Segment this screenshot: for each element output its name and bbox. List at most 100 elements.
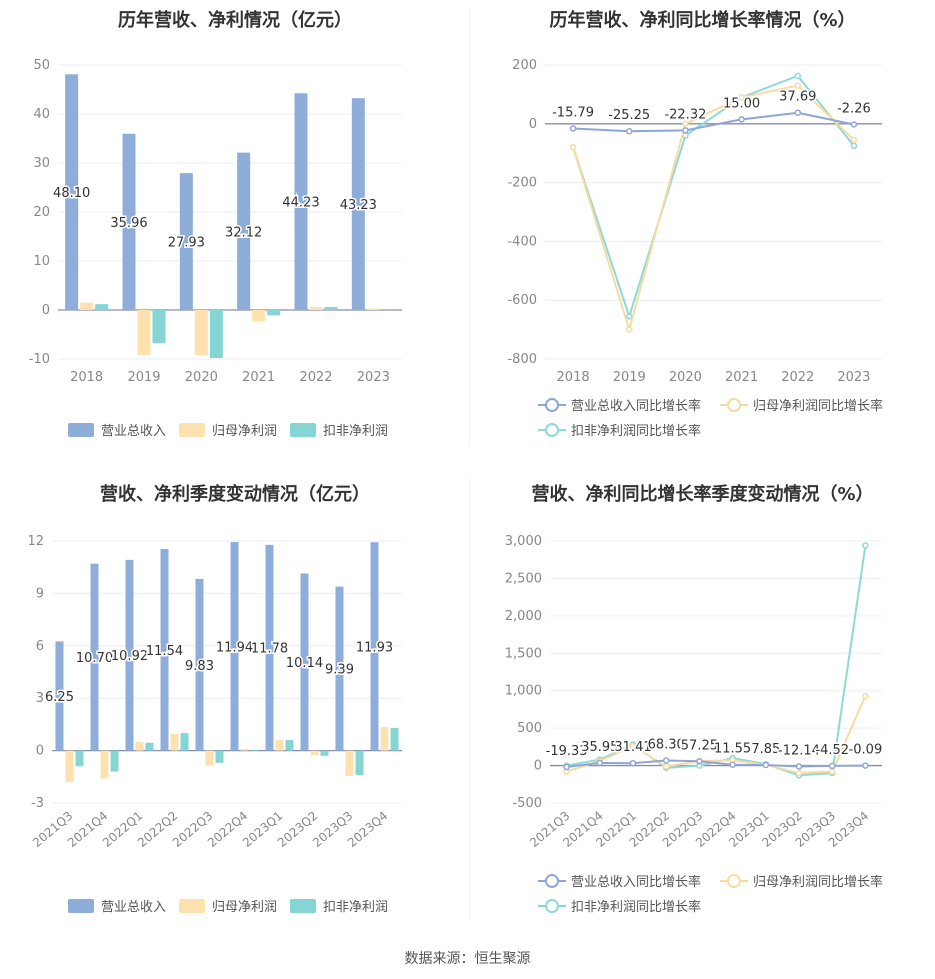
bar-net-profit xyxy=(65,750,74,783)
line-point xyxy=(850,121,858,128)
chart-title: 营收、净利同比增长率季度变动情况（%） xyxy=(531,484,874,505)
data-label: 10.92 xyxy=(111,649,148,664)
bar-deducted-profit xyxy=(381,309,395,311)
data-label: 35.96 xyxy=(110,216,147,231)
bar-revenue xyxy=(230,542,239,751)
bar-revenue xyxy=(125,559,134,751)
bar-revenue xyxy=(195,578,204,751)
data-label: -4.52 xyxy=(815,743,849,758)
data-label: -25.25 xyxy=(608,108,650,123)
line-point xyxy=(596,759,604,767)
bar-deducted-profit xyxy=(75,750,84,767)
bar-net-profit xyxy=(309,307,323,310)
bar-deducted-profit xyxy=(95,304,109,310)
y-tick-label: 20 xyxy=(33,205,50,220)
y-tick-label: -800 xyxy=(507,352,537,367)
x-tick-label: 2020 xyxy=(669,370,702,385)
bar-net-profit xyxy=(194,310,208,356)
y-tick-label: 40 xyxy=(33,107,50,122)
bar-revenue xyxy=(294,93,308,310)
data-label: 11.93 xyxy=(356,640,393,655)
bar-deducted-profit xyxy=(355,750,364,776)
data-label: 11.78 xyxy=(251,642,288,657)
legend-label: 归母净利润 xyxy=(212,424,277,439)
legend-swatch xyxy=(290,899,316,913)
data-label: 68.30 xyxy=(648,737,685,752)
legend-label: 归母净利润同比增长率 xyxy=(753,874,883,890)
legend-label: 营业总收入同比增长率 xyxy=(571,398,701,414)
y-tick-label: 3 xyxy=(36,691,44,706)
legend-swatch-marker xyxy=(545,423,559,437)
x-tick-label: 2018 xyxy=(70,370,103,385)
data-label: 11.94 xyxy=(216,640,253,655)
legend-label: 营业总收入同比增长率 xyxy=(571,874,701,890)
line-point xyxy=(828,762,836,770)
y-tick-label: 3,000 xyxy=(505,534,542,549)
y-tick-label: 10 xyxy=(33,254,50,269)
line-point xyxy=(738,94,745,101)
line-point xyxy=(862,762,869,769)
bar-net-profit xyxy=(275,740,284,751)
legend-swatch xyxy=(68,423,94,437)
y-tick-label: -400 xyxy=(507,234,537,249)
legend-swatch-marker xyxy=(727,398,741,412)
data-label: 37.69 xyxy=(779,90,816,105)
data-label: 32.12 xyxy=(225,225,262,240)
chart-panel-annual-bar: 历年营收、净利情况（亿元） -10 0 10 20 30 40 50 2018 2019 2020… xyxy=(0,0,470,460)
bar-revenue xyxy=(90,563,99,751)
chart-panel-quarterly-line: 营收、净利同比增长率季度变动情况（%） -500 0 500 1,000 1,500 2,… xyxy=(470,470,935,940)
bar-deducted-profit xyxy=(320,750,329,756)
x-tick-label: 2021 xyxy=(725,370,758,385)
line-point xyxy=(626,127,633,135)
line-point xyxy=(629,759,637,767)
line-point xyxy=(828,768,836,775)
line-point xyxy=(569,125,577,132)
data-label: 48.10 xyxy=(53,186,90,201)
x-tick-label: 2020 xyxy=(185,370,218,385)
bar-revenue xyxy=(370,542,379,751)
bar-net-profit xyxy=(345,750,354,776)
x-tick-label: 2019 xyxy=(613,370,646,385)
data-label: 10.14 xyxy=(286,656,323,671)
bar-revenue xyxy=(160,549,169,751)
data-label: 57.25 xyxy=(681,738,718,753)
line-point xyxy=(569,144,577,151)
data-label: 43.23 xyxy=(340,198,377,213)
bar-revenue xyxy=(55,641,64,751)
y-tick-label: 200 xyxy=(512,58,537,73)
bar-net-profit xyxy=(240,748,249,751)
line-point xyxy=(738,116,745,123)
bar-revenue xyxy=(65,74,79,310)
line-net-profit-growth xyxy=(572,84,855,334)
bar-net-profit xyxy=(205,750,214,766)
bar-revenue xyxy=(335,586,344,751)
y-tick-label: 0 xyxy=(36,744,44,759)
data-label: -22.32 xyxy=(664,107,706,122)
legend-swatch-marker xyxy=(545,398,559,412)
data-label: -2.26 xyxy=(837,101,871,116)
data-label: -12.14 xyxy=(778,743,820,758)
y-tick-label: -3 xyxy=(31,796,44,811)
line-point xyxy=(662,763,670,770)
line-point xyxy=(629,742,637,750)
y-tick-label: 30 xyxy=(33,156,50,171)
y-tick-label: -10 xyxy=(29,352,50,367)
data-label: 27.93 xyxy=(168,236,205,251)
line-point xyxy=(682,127,689,134)
legend-swatch xyxy=(179,423,205,437)
y-tick-label: 9 xyxy=(36,586,44,601)
line-deducted-growth xyxy=(566,545,867,777)
x-tick-label: 2023 xyxy=(837,370,870,385)
legend-swatch xyxy=(290,423,316,437)
y-tick-label: 2,000 xyxy=(505,609,542,624)
bar-deducted-profit xyxy=(267,310,281,316)
data-source: 数据来源：恒生聚源 xyxy=(404,951,531,967)
line-point xyxy=(563,763,570,771)
legend-label: 营业总收入 xyxy=(101,424,166,439)
legend-label: 扣非净利润同比增长率 xyxy=(571,423,701,439)
line-point xyxy=(762,761,770,769)
bar-deducted-profit xyxy=(180,733,189,751)
line-point xyxy=(682,120,689,128)
data-label: -15.79 xyxy=(552,105,594,120)
bar-revenue xyxy=(351,98,365,310)
